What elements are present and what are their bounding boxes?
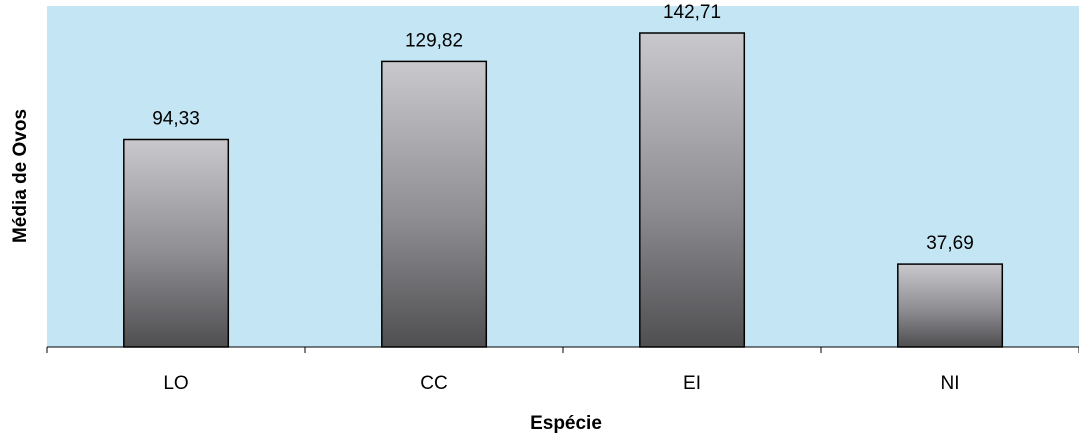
data-label-cc: 129,82: [405, 30, 463, 51]
data-label-ni: 37,69: [926, 233, 974, 254]
x-tick-label-ei: EI: [683, 373, 701, 394]
bars-group: [123, 32, 1004, 348]
bar-ei: [639, 32, 746, 348]
x-tick-label-cc: CC: [420, 373, 447, 394]
y-axis-title: Média de Ovos: [10, 109, 31, 243]
x-tick-labels: LO CC EI NI: [163, 373, 959, 394]
bar-lo: [123, 138, 230, 348]
x-axis-ticks: [46, 347, 1079, 353]
bar-ni: [897, 263, 1004, 348]
bar-cc: [381, 60, 488, 348]
x-tick-label-lo: LO: [163, 373, 188, 394]
data-label-ei: 142,71: [663, 2, 721, 23]
x-axis-title: Espécie: [530, 413, 602, 434]
x-tick-label-ni: NI: [941, 373, 960, 394]
data-labels-group: 94,33 129,82 142,71 37,69: [152, 2, 974, 254]
data-label-lo: 94,33: [152, 109, 200, 130]
